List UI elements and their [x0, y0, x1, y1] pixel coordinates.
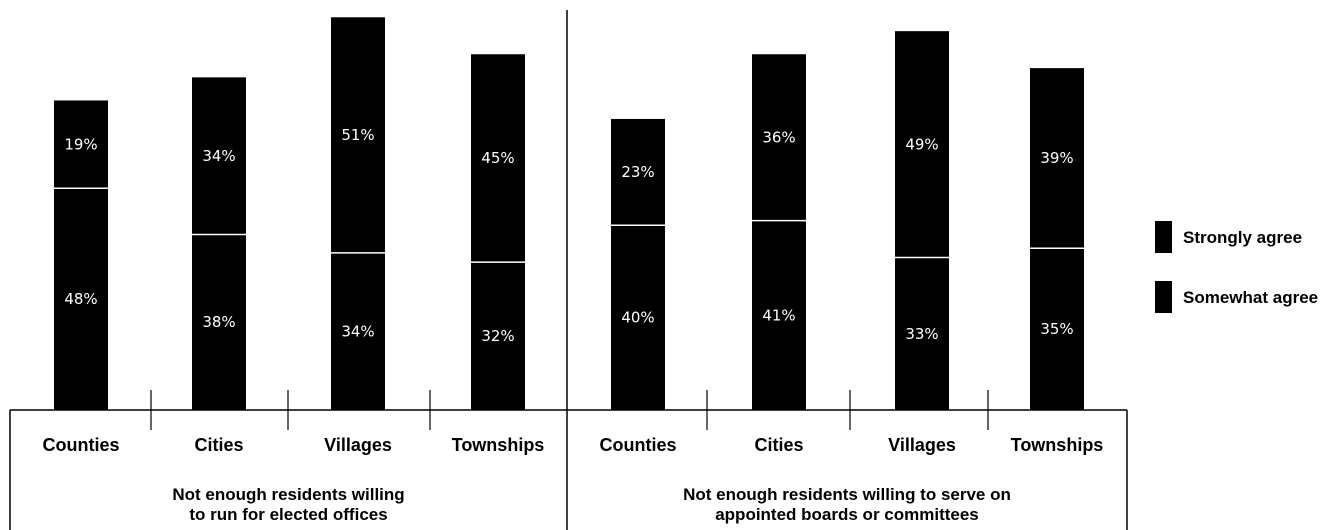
chart-bars: [54, 17, 1084, 410]
bar-somewhat-agree: [895, 257, 949, 410]
data-label-somewhat-agree: 32%: [481, 327, 514, 345]
data-label-strongly-agree: 39%: [1040, 149, 1073, 167]
chart-axes: [9, 10, 1128, 530]
legend-swatch: [1155, 221, 1172, 253]
group-label: to run for elected offices: [189, 505, 387, 524]
bar-strongly-agree: [331, 17, 385, 253]
bar-strongly-agree: [1030, 68, 1084, 249]
bar-somewhat-agree: [54, 188, 108, 410]
data-label-strongly-agree: 19%: [64, 135, 97, 153]
legend-swatch: [1155, 281, 1172, 313]
bar-somewhat-agree: [752, 220, 806, 410]
data-label-strongly-agree: 34%: [202, 147, 235, 165]
group-label: appointed boards or committees: [715, 505, 979, 524]
category-label: Townships: [1011, 435, 1104, 455]
category-label: Counties: [42, 435, 119, 455]
bar-strongly-agree: [192, 77, 246, 235]
data-label-strongly-agree: 23%: [621, 163, 654, 181]
category-label: Villages: [888, 435, 956, 455]
legend-label: Somewhat agree: [1183, 288, 1318, 307]
group-label: Not enough residents willing: [172, 485, 404, 504]
group-label: Not enough residents willing to serve on: [683, 485, 1011, 504]
bar-somewhat-agree: [1030, 248, 1084, 410]
bar-strongly-agree: [611, 118, 665, 226]
data-label-somewhat-agree: 33%: [905, 325, 938, 343]
bar-strongly-agree: [895, 31, 949, 258]
bar-strongly-agree: [752, 54, 806, 221]
data-label-somewhat-agree: 35%: [1040, 320, 1073, 338]
data-label-strongly-agree: 45%: [481, 149, 514, 167]
data-label-strongly-agree: 36%: [762, 128, 795, 146]
chart-legend: Strongly agree Somewhat agree: [1155, 221, 1318, 313]
category-label: Counties: [599, 435, 676, 455]
category-label: Villages: [324, 435, 392, 455]
category-label: Townships: [452, 435, 545, 455]
bar-strongly-agree: [54, 100, 108, 189]
bar-somewhat-agree: [611, 225, 665, 410]
legend-label: Strongly agree: [1183, 228, 1302, 247]
chart-labels: 19% 48% Counties 34% 38% Cities 51% 34% Villages…: [42, 126, 1103, 524]
data-label-somewhat-agree: 41%: [762, 306, 795, 324]
bar-strongly-agree: [471, 54, 525, 263]
data-label-strongly-agree: 51%: [341, 126, 374, 144]
data-label-somewhat-agree: 38%: [202, 313, 235, 331]
data-label-somewhat-agree: 48%: [64, 290, 97, 308]
bar-somewhat-agree: [331, 252, 385, 410]
bar-somewhat-agree: [471, 262, 525, 410]
data-label-strongly-agree: 49%: [905, 135, 938, 153]
category-label: Cities: [754, 435, 803, 455]
category-label: Cities: [194, 435, 243, 455]
bar-somewhat-agree: [192, 234, 246, 410]
data-label-somewhat-agree: 40%: [621, 309, 654, 327]
data-label-somewhat-agree: 34%: [341, 322, 374, 340]
